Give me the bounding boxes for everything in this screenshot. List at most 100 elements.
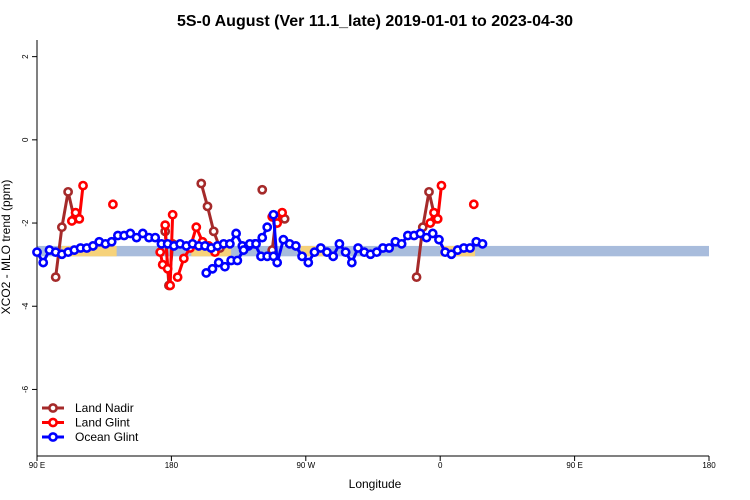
data-point bbox=[137, 228, 148, 239]
data-point bbox=[213, 257, 224, 268]
legend-label: Land Nadir bbox=[75, 401, 134, 415]
legend-label: Ocean Glint bbox=[75, 430, 139, 444]
data-point bbox=[268, 209, 279, 220]
data-point bbox=[191, 222, 202, 233]
series-ocean-glint bbox=[32, 209, 488, 278]
legend-marker bbox=[48, 432, 58, 442]
x-tick-label: 90 E bbox=[29, 461, 45, 470]
series-line bbox=[199, 183, 222, 249]
data-point bbox=[346, 257, 357, 268]
data-point bbox=[125, 228, 136, 239]
data-point bbox=[468, 199, 479, 210]
x-tick-label: 0 bbox=[438, 461, 443, 470]
legend-item-ocean-glint: Ocean Glint bbox=[42, 430, 139, 444]
y-tick-label: -6 bbox=[21, 385, 30, 393]
x-tick-label: 180 bbox=[702, 461, 716, 470]
data-point bbox=[425, 218, 436, 228]
data-point bbox=[106, 236, 117, 247]
data-point bbox=[224, 238, 235, 249]
data-point bbox=[50, 272, 61, 283]
data-point bbox=[231, 228, 242, 239]
data-point bbox=[384, 243, 395, 253]
data-point bbox=[74, 213, 85, 224]
x-tick-label: 90 W bbox=[296, 461, 315, 470]
data-point bbox=[340, 247, 351, 258]
y-tick-label: -4 bbox=[21, 302, 30, 310]
data-point bbox=[178, 253, 189, 264]
data-point bbox=[162, 263, 173, 274]
x-tick-label: 180 bbox=[165, 461, 179, 470]
data-point bbox=[88, 241, 98, 251]
data-point bbox=[322, 247, 332, 258]
data-point bbox=[465, 243, 475, 253]
data-point bbox=[32, 247, 42, 258]
data-point bbox=[165, 280, 176, 291]
data-point bbox=[328, 251, 339, 262]
data-point bbox=[56, 222, 67, 233]
y-axis-label: XCO2 - MLO trend (ppm) bbox=[0, 180, 13, 315]
data-point bbox=[371, 247, 382, 258]
series-line bbox=[415, 190, 437, 278]
data-point bbox=[251, 238, 261, 249]
data-point bbox=[297, 251, 307, 262]
data-point bbox=[78, 180, 88, 191]
data-point bbox=[131, 232, 142, 243]
series-line bbox=[54, 190, 76, 278]
legend-marker bbox=[48, 417, 58, 428]
data-point bbox=[160, 220, 171, 231]
data-point bbox=[290, 241, 301, 251]
y-tick-label: -2 bbox=[21, 219, 30, 227]
legend-marker bbox=[48, 403, 58, 413]
data-point bbox=[353, 243, 363, 253]
data-point bbox=[232, 255, 243, 266]
data-point bbox=[262, 222, 273, 233]
data-point bbox=[167, 209, 178, 220]
data-point bbox=[434, 234, 444, 245]
data-point bbox=[421, 232, 432, 243]
data-point bbox=[172, 272, 183, 283]
data-point bbox=[303, 257, 314, 268]
data-point bbox=[108, 199, 118, 210]
series-land-nadir bbox=[50, 178, 441, 291]
x-axis-label: Longitude bbox=[349, 477, 402, 491]
data-point bbox=[411, 272, 422, 283]
data-point bbox=[257, 184, 268, 195]
data-point bbox=[277, 207, 288, 218]
data-point bbox=[38, 257, 49, 268]
data-point bbox=[220, 261, 230, 272]
data-point bbox=[446, 249, 457, 260]
data-point bbox=[202, 201, 213, 212]
data-point bbox=[396, 238, 407, 249]
data-point bbox=[424, 186, 434, 197]
legend-item-land-nadir: Land Nadir bbox=[42, 401, 134, 415]
y-tick-label: 2 bbox=[21, 54, 30, 59]
data-point bbox=[315, 243, 326, 253]
data-point bbox=[201, 268, 212, 278]
data-point bbox=[150, 232, 161, 243]
data-point bbox=[272, 257, 283, 268]
data-point bbox=[309, 247, 320, 258]
data-point bbox=[196, 178, 207, 189]
data-point bbox=[415, 228, 426, 239]
data-point bbox=[155, 247, 166, 258]
data-point bbox=[208, 226, 219, 237]
data-point bbox=[66, 216, 77, 226]
data-point bbox=[278, 234, 289, 245]
chart-title: 5S-0 August (Ver 11.1_late) 2019-01-01 t… bbox=[177, 13, 573, 30]
data-point bbox=[257, 232, 268, 243]
data-point bbox=[427, 228, 438, 239]
legend-label: Land Glint bbox=[75, 416, 130, 430]
y-tick-label: 0 bbox=[21, 137, 30, 142]
data-point bbox=[63, 186, 74, 197]
data-point bbox=[432, 213, 443, 224]
x-tick-label: 90 E bbox=[566, 461, 582, 470]
plot-area: 90 E 180 90 W 0 90 E 180 -6 -4 -2 0 2 bbox=[21, 40, 716, 470]
data-point bbox=[238, 245, 249, 255]
legend-item-land-glint: Land Glint bbox=[42, 416, 130, 430]
data-point bbox=[477, 238, 488, 249]
data-point bbox=[334, 238, 345, 249]
data-point bbox=[207, 263, 218, 274]
data-point bbox=[436, 180, 447, 191]
